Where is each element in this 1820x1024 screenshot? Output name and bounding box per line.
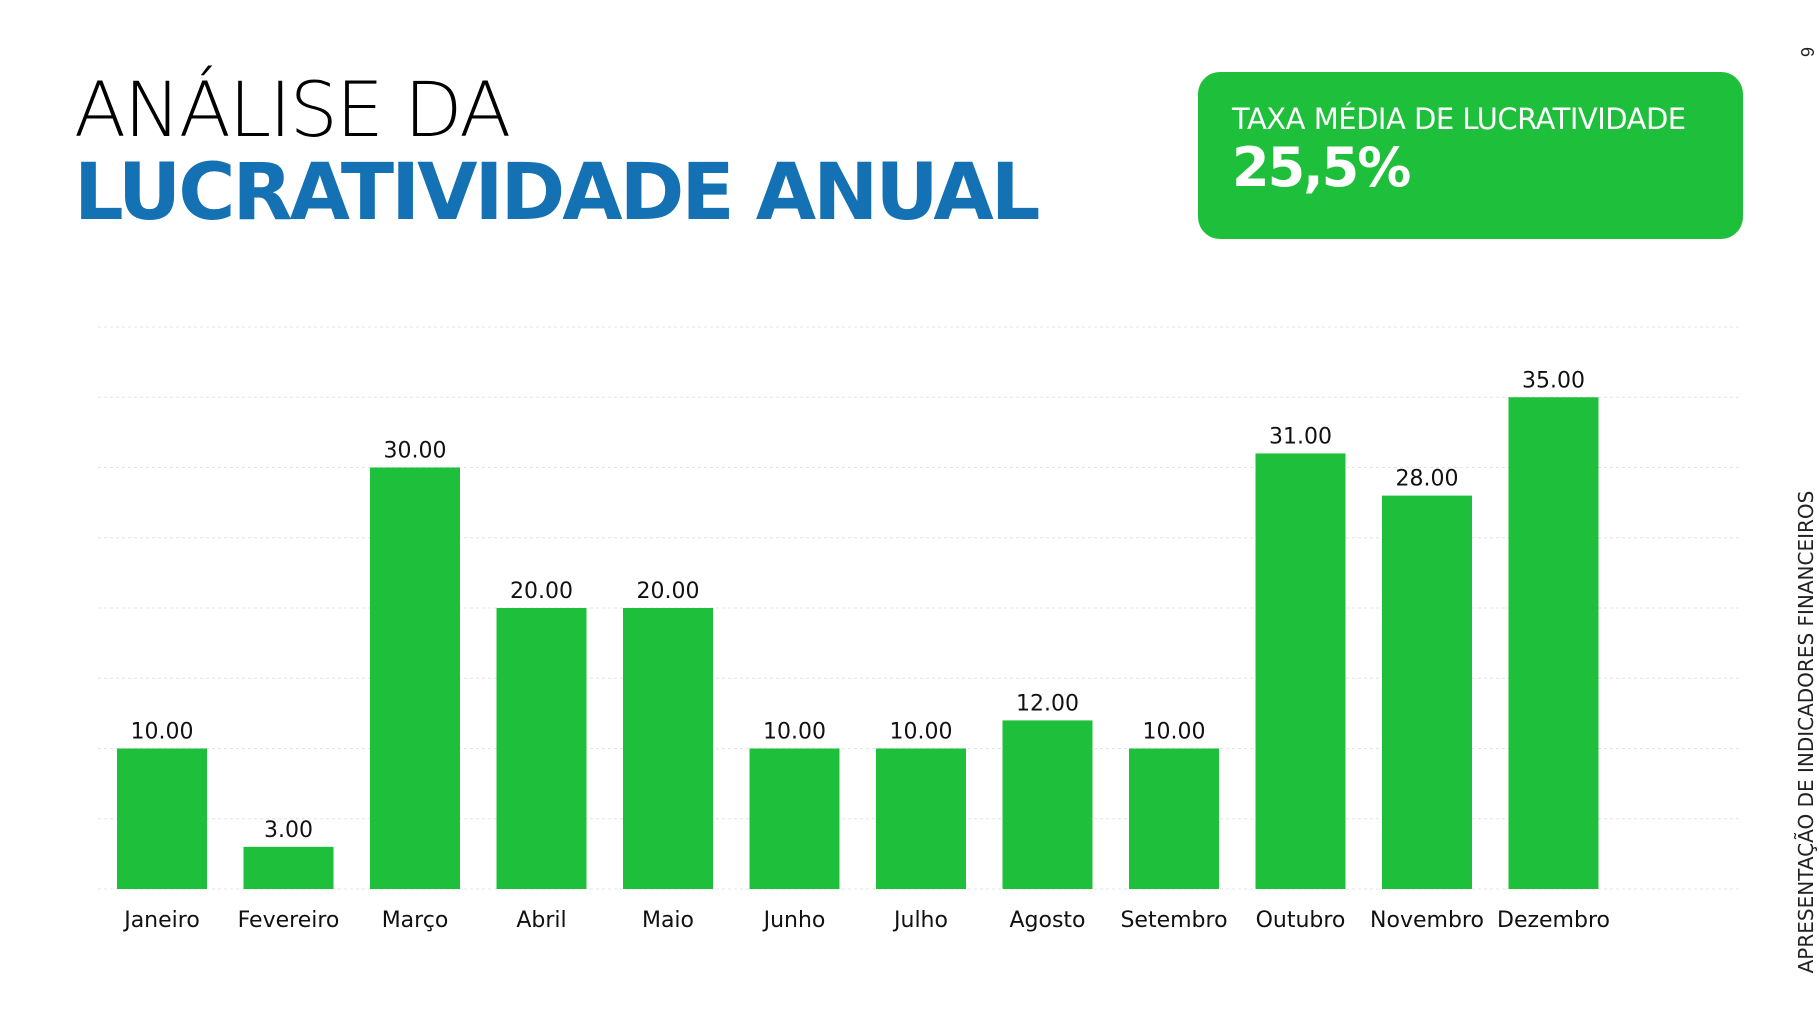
value-label-8: 10.00 (1143, 720, 1206, 745)
bar-7 (1002, 720, 1093, 889)
value-label-1: 3.00 (264, 818, 313, 843)
bar-4 (623, 608, 713, 889)
kpi-value: 25,5% (1232, 136, 1411, 199)
bar-0 (117, 748, 207, 889)
category-label-9: Outubro (1256, 908, 1346, 933)
value-label-2: 30.00 (384, 439, 447, 464)
value-label-0: 10.00 (131, 720, 194, 745)
category-label-10: Novembro (1370, 908, 1484, 933)
category-label-layer: Janeiro Fevereiro Março Abril Maio Junho Julho… (122, 908, 1610, 933)
value-label-layer: 10.00 3.00 30.00 20.00 20.00 10.00 10.00 12.00 1… (131, 368, 1585, 843)
bar-1 (243, 846, 334, 889)
category-label-0: Janeiro (122, 908, 200, 933)
category-label-6: Julho (892, 908, 948, 933)
category-label-4: Maio (642, 908, 694, 933)
kpi-card: TAXA MÉDIA DE LUCRATIVIDADE 25,5% (1198, 72, 1743, 239)
value-label-5: 10.00 (763, 720, 826, 745)
category-label-3: Abril (516, 908, 566, 933)
title-block: ANÁLISE DA LUCRATIVIDADE ANUAL (74, 65, 1040, 238)
value-label-9: 31.00 (1269, 424, 1332, 449)
bar-2 (370, 467, 460, 889)
bar-9 (1255, 453, 1346, 889)
value-label-11: 35.00 (1522, 368, 1585, 393)
bar-layer (117, 397, 1599, 889)
bar-10 (1382, 495, 1472, 889)
value-label-10: 28.00 (1396, 467, 1459, 492)
bar-5 (749, 748, 840, 889)
value-label-6: 10.00 (890, 720, 953, 745)
category-label-2: Março (382, 908, 449, 933)
value-label-3: 20.00 (510, 579, 573, 604)
value-label-4: 20.00 (637, 579, 700, 604)
bar-11 (1508, 397, 1599, 889)
bar-3 (496, 608, 587, 889)
category-label-11: Dezembro (1497, 908, 1610, 933)
page-title-line2: LUCRATIVIDADE ANUAL (74, 148, 1040, 238)
category-label-5: Junho (762, 908, 826, 933)
bar-6 (876, 748, 966, 889)
page-title-line1: ANÁLISE DA (74, 65, 511, 154)
category-label-7: Agosto (1009, 908, 1085, 933)
category-label-1: Fevereiro (238, 908, 340, 933)
kpi-label: TAXA MÉDIA DE LUCRATIVIDADE (1232, 102, 1686, 136)
bar-8 (1129, 748, 1219, 889)
value-label-7: 12.00 (1016, 691, 1079, 716)
category-label-8: Setembro (1120, 908, 1227, 933)
